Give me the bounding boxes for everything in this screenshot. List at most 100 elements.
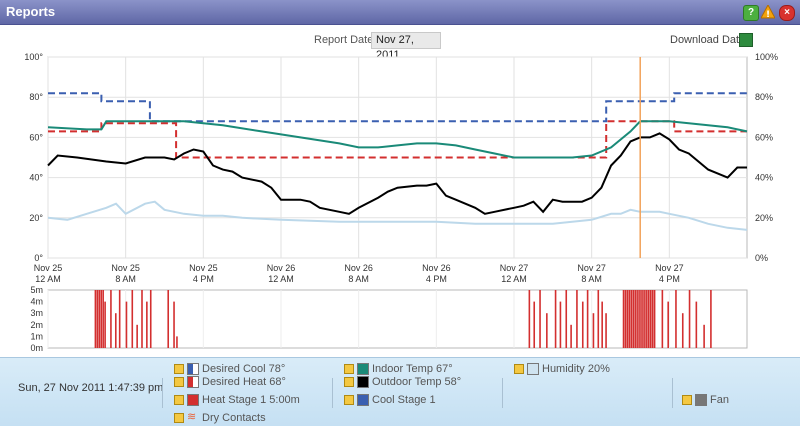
legend-swatch <box>187 363 199 375</box>
legend-toggle-checkbox[interactable] <box>344 364 354 374</box>
runtime-y-tick-label: 4m <box>30 297 43 307</box>
download-data-link[interactable]: Download Data <box>670 34 746 46</box>
close-button[interactable]: × <box>779 5 795 21</box>
legend-label: Humidity 20% <box>542 363 610 375</box>
report-date-field[interactable]: Nov 27, 2011 <box>371 32 441 61</box>
x-tick-label: 8 AM <box>348 274 369 284</box>
runtime-bar <box>546 313 548 348</box>
runtime-bar <box>94 290 97 348</box>
legend-swatch <box>187 394 199 406</box>
series-indoor-temp <box>47 120 748 159</box>
runtime-bar <box>146 301 148 348</box>
legend-label: Heat Stage 1 5:00m <box>202 394 300 406</box>
runtime-bar <box>554 290 557 348</box>
x-tick-label: Nov 25 <box>34 263 63 273</box>
runtime-bar <box>559 301 562 348</box>
runtime-bar <box>592 313 595 348</box>
runtime-bar <box>565 290 568 348</box>
runtime-bar <box>661 290 664 348</box>
runtime-bar <box>110 290 112 348</box>
legend-toggle-checkbox[interactable] <box>174 364 184 374</box>
runtime-bar <box>100 290 103 348</box>
spreadsheet-icon[interactable] <box>739 33 753 47</box>
runtime-bar <box>703 324 705 348</box>
legend-label: Indoor Temp 67° <box>372 363 453 375</box>
runtime-bar <box>576 290 578 348</box>
legend-toggle-checkbox[interactable] <box>174 395 184 405</box>
runtime-bar <box>173 301 175 348</box>
dry-contacts-icon: ≋ <box>187 411 197 423</box>
runtime-bar <box>710 290 712 348</box>
runtime-bar <box>601 301 603 348</box>
y-tick-label: 20° <box>29 213 43 223</box>
runtime-bar <box>632 290 635 348</box>
y2-tick-label: 0% <box>755 253 768 263</box>
y-tick-label: 80° <box>29 92 43 102</box>
y2-tick-label: 20% <box>755 213 773 223</box>
legend-label: Fan <box>710 394 729 406</box>
runtime-bar <box>114 313 117 348</box>
x-tick-label: 4 PM <box>426 274 447 284</box>
warning-icon: ! <box>760 3 776 20</box>
legend-panel <box>0 357 800 426</box>
runtime-bar <box>597 290 600 348</box>
help-button[interactable]: ? <box>743 5 759 21</box>
legend-swatch <box>695 394 707 406</box>
legend-toggle-checkbox[interactable] <box>514 364 524 374</box>
runtime-bar <box>636 290 638 348</box>
legend-label: Cool Stage 1 <box>372 394 436 406</box>
runtime-bar <box>624 290 627 348</box>
legend-label: Desired Cool 78° <box>202 363 286 375</box>
legend-swatch <box>187 376 199 388</box>
legend-toggle-checkbox[interactable] <box>344 377 354 387</box>
legend-toggle-checkbox[interactable] <box>174 413 184 423</box>
legend-label: Outdoor Temp 58° <box>372 376 462 388</box>
legend-toggle-checkbox[interactable] <box>682 395 692 405</box>
series-desired-heat <box>48 120 747 159</box>
legend-toggle-checkbox[interactable] <box>344 395 354 405</box>
runtime-bar <box>125 301 128 348</box>
y-tick-label: 0° <box>34 253 43 263</box>
runtime-bar <box>640 290 642 348</box>
report-date-label: Report Date: <box>314 34 377 46</box>
runtime-bar <box>586 290 589 348</box>
x-tick-label: 12 AM <box>35 274 61 284</box>
status-timestamp: Sun, 27 Nov 2011 1:47:39 pm <box>18 382 164 394</box>
legend-toggle-checkbox[interactable] <box>174 377 184 387</box>
x-tick-label: 4 PM <box>659 274 680 284</box>
x-tick-label: 8 AM <box>115 274 136 284</box>
y-tick-label: 60° <box>29 132 43 142</box>
runtime-bar <box>649 290 652 348</box>
runtime-bar <box>622 290 625 348</box>
warning-button[interactable]: ! <box>760 3 776 20</box>
runtime-bar <box>695 301 698 348</box>
runtime-bar <box>581 301 584 348</box>
x-tick-label: Nov 26 <box>267 263 296 273</box>
runtime-bar <box>96 290 99 348</box>
x-tick-label: Nov 25 <box>111 263 140 273</box>
runtime-bar <box>688 290 691 348</box>
runtime-bar <box>167 290 170 348</box>
runtime-bar <box>149 290 152 348</box>
x-tick-label: Nov 26 <box>344 263 373 273</box>
runtime-bar <box>626 290 629 348</box>
runtime-y-tick-label: 5m <box>30 285 43 295</box>
runtime-bar <box>131 290 134 348</box>
y2-tick-label: 100% <box>755 52 778 62</box>
runtime-bar <box>539 290 541 348</box>
x-tick-label: 12 AM <box>268 274 294 284</box>
legend-divider <box>502 378 503 408</box>
runtime-bar <box>102 290 104 348</box>
x-tick-label: Nov 25 <box>189 263 218 273</box>
report-chart: 0° 0% 20° 20% 40° 40% 60° 60% 80° 80% 100° 100% Nov … <box>24 52 778 353</box>
runtime-bar <box>675 290 677 348</box>
x-tick-label: Nov 27 <box>500 263 529 273</box>
runtime-bar <box>533 301 536 348</box>
runtime-bar <box>667 301 669 348</box>
runtime-bar <box>630 290 633 348</box>
x-tick-label: Nov 26 <box>422 263 451 273</box>
runtime-bar <box>528 290 531 348</box>
svg-text:!: ! <box>766 10 770 19</box>
y2-tick-label: 60% <box>755 132 773 142</box>
runtime-bar <box>644 290 646 348</box>
